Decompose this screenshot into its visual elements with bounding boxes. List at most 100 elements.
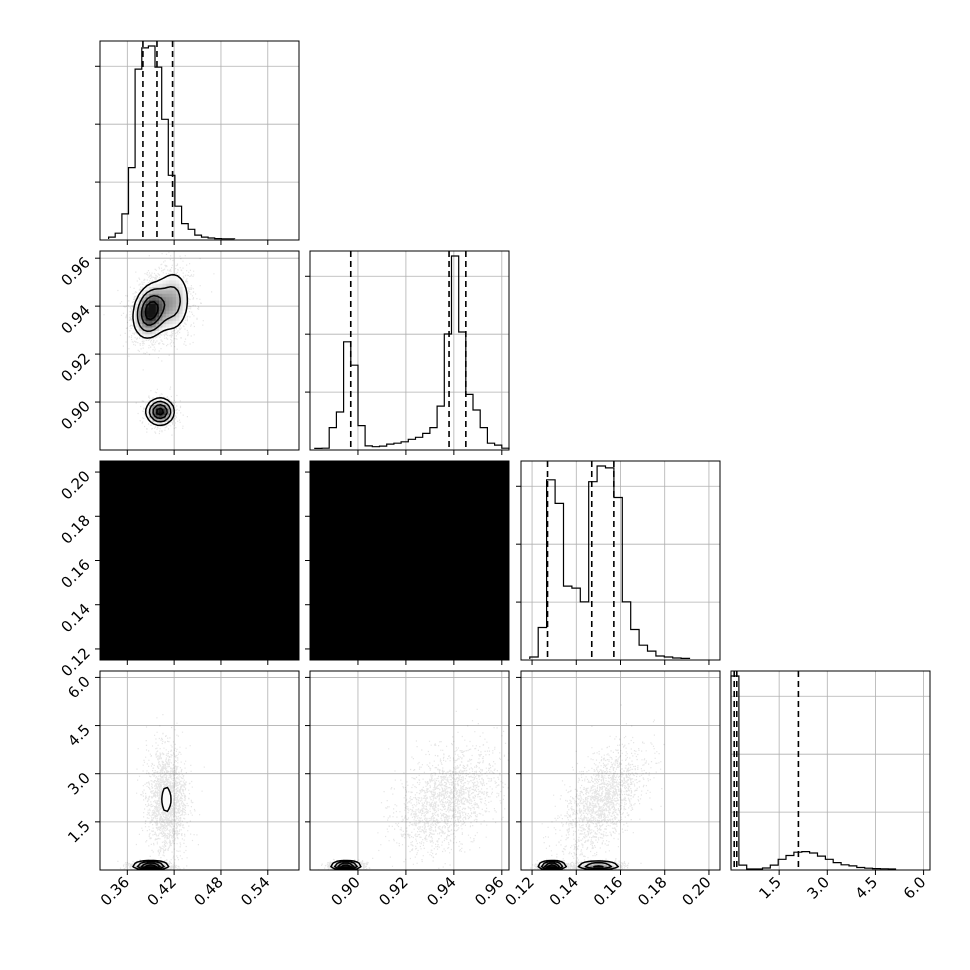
density-cell xyxy=(423,628,427,632)
density-cell xyxy=(162,638,167,643)
density-cell xyxy=(206,486,211,491)
density-cell xyxy=(175,621,180,626)
density-cell xyxy=(263,550,268,555)
density-cell xyxy=(142,306,147,311)
density-cell xyxy=(250,574,255,578)
density-cell xyxy=(192,628,197,632)
density-cell xyxy=(287,597,292,602)
density-cell xyxy=(206,570,211,575)
density-cell xyxy=(493,628,498,632)
density-cell xyxy=(263,644,268,649)
density-cell xyxy=(101,577,106,582)
density-cell xyxy=(240,577,244,582)
density-cell xyxy=(145,587,150,592)
density-cell xyxy=(473,634,478,639)
density-cell xyxy=(159,516,163,521)
density-cell xyxy=(483,631,488,636)
density-cell xyxy=(263,607,268,612)
density-cell xyxy=(101,489,106,494)
density-cell xyxy=(490,638,495,643)
density-cell xyxy=(493,654,498,659)
density-cell xyxy=(358,624,363,629)
density-cell xyxy=(186,503,190,508)
density-cell xyxy=(246,536,251,541)
density-cell xyxy=(243,651,248,656)
density-cell xyxy=(263,617,268,622)
density-cell xyxy=(267,614,271,619)
y-tick-label: 0.90 xyxy=(57,397,93,433)
density-cell xyxy=(267,658,271,660)
density-cell xyxy=(172,651,177,656)
x-tick-label: 1.5 xyxy=(755,873,785,903)
density-cell xyxy=(446,617,451,622)
density-cell xyxy=(115,641,120,646)
density-cell xyxy=(138,320,143,325)
density-cell xyxy=(439,634,444,639)
density-cell xyxy=(236,523,241,528)
density-cell xyxy=(219,651,224,656)
density-cell xyxy=(128,479,133,484)
density-cell xyxy=(162,411,167,416)
density-cell xyxy=(283,509,288,514)
density-cell xyxy=(297,493,299,497)
density-cell xyxy=(473,614,478,619)
density-cell xyxy=(196,597,201,602)
density-cell xyxy=(115,513,120,518)
density-cell xyxy=(132,604,136,609)
density-cell xyxy=(229,580,234,585)
density-cell xyxy=(233,543,238,548)
density-cell xyxy=(202,611,207,616)
density-cell xyxy=(399,651,404,656)
density-cell xyxy=(179,628,184,632)
density-cell xyxy=(223,543,228,548)
density-cell xyxy=(111,496,116,501)
density-cell xyxy=(182,289,187,294)
density-cell xyxy=(256,509,261,514)
density-cell xyxy=(202,617,207,622)
density-cell xyxy=(260,523,265,528)
density-cell xyxy=(297,577,299,582)
density-cell xyxy=(283,493,288,497)
density-cell xyxy=(145,313,150,318)
density-cell xyxy=(267,461,271,464)
density-cell xyxy=(270,461,275,464)
density-cell xyxy=(165,296,170,301)
density-cell xyxy=(132,594,136,599)
density-cell xyxy=(287,476,292,481)
density-cell xyxy=(182,567,187,572)
density-cell xyxy=(115,584,120,589)
density-cell xyxy=(115,560,120,565)
density-cell xyxy=(118,611,123,616)
density-cell xyxy=(483,607,488,612)
density-cell xyxy=(199,607,204,612)
density-cell xyxy=(439,621,444,626)
density-cell xyxy=(500,641,505,646)
density-cell xyxy=(213,516,217,521)
density-cell xyxy=(132,560,136,565)
density-cell xyxy=(196,533,201,538)
density-cell xyxy=(229,594,234,599)
density-cell xyxy=(338,641,343,646)
density-cell xyxy=(115,523,120,528)
density-cell xyxy=(196,570,201,575)
density-cell xyxy=(280,516,285,521)
density-cell xyxy=(115,482,120,487)
density-cell xyxy=(362,644,367,649)
density-cell xyxy=(229,493,234,497)
density-cell xyxy=(152,310,157,314)
density-cell xyxy=(290,634,295,639)
density-cell xyxy=(487,631,492,636)
density-cell xyxy=(192,540,197,545)
density-cell xyxy=(145,634,150,639)
density-cell xyxy=(115,503,120,508)
density-cell xyxy=(233,584,238,589)
density-cell xyxy=(179,557,184,562)
density-cell xyxy=(213,547,217,551)
density-cell xyxy=(186,476,190,481)
density-cell xyxy=(138,604,143,609)
density-cell xyxy=(162,462,167,467)
density-cell xyxy=(179,614,184,619)
density-cell xyxy=(209,489,214,494)
density-cell xyxy=(186,506,190,511)
density-cell xyxy=(125,486,130,491)
